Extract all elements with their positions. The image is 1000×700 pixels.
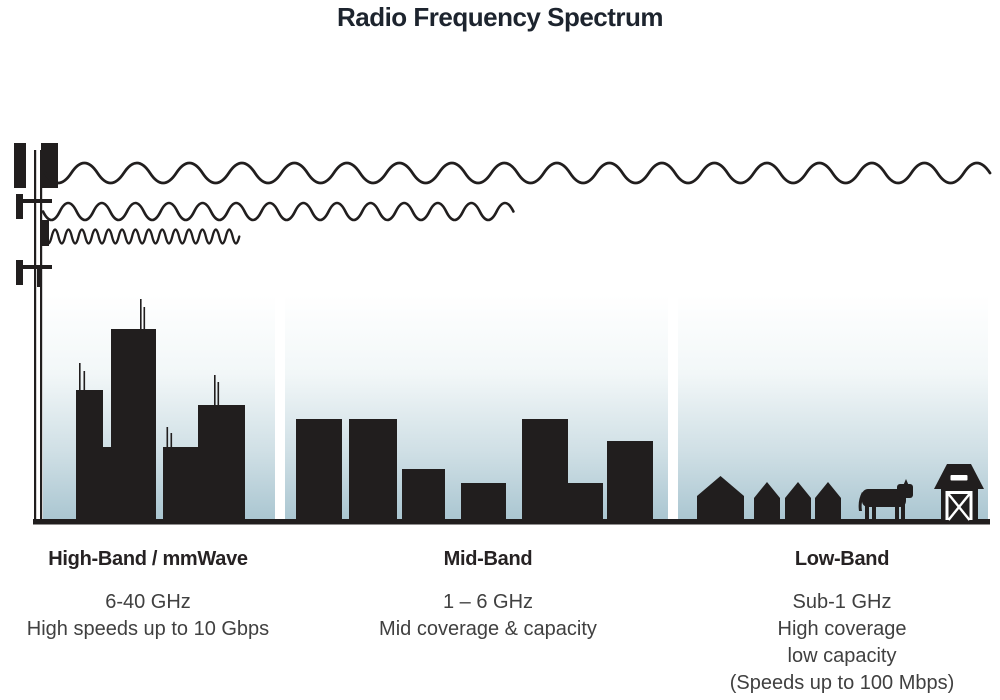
barn-icon [934, 464, 984, 523]
city-skyline-icon [76, 299, 245, 521]
band-description: low capacity [787, 645, 897, 667]
band-heading: High-Band / mmWave [48, 548, 248, 570]
band-description: High coverage [777, 618, 907, 640]
houses-icon [697, 476, 841, 523]
band-frequency-range: 1 – 6 GHz [442, 591, 534, 613]
mid-frequency-medium-wavelength-wave [41, 201, 515, 222]
band-description: Mid coverage & capacity [379, 618, 597, 640]
band-frequency-range: 6-40 GHz [105, 591, 191, 613]
band-heading: Mid-Band [443, 548, 533, 570]
cell-tower-icon [14, 143, 58, 523]
band-heading: Low-Band [794, 548, 890, 570]
band-caption-high: High-Band / mmWave 6-40 GHz High speeds … [16, 548, 280, 643]
ground-line [33, 519, 990, 525]
band-description: High speeds up to 10 Gbps [26, 618, 270, 640]
band-frequency-range: Sub-1 GHz [792, 591, 892, 613]
town-buildings-icon [296, 419, 653, 521]
band-caption-low: Low-Band Sub-1 GHz High coverage low cap… [700, 548, 984, 697]
cow-icon [858, 479, 913, 519]
low-band-sky [678, 295, 988, 520]
mid-band-sky [285, 295, 668, 520]
band-description: (Speeds up to 100 Mbps) [729, 672, 955, 694]
low-frequency-long-wavelength-wave [43, 161, 992, 185]
radio-waves [41, 161, 992, 245]
band-caption-mid: Mid-Band 1 – 6 GHz Mid coverage & capaci… [356, 548, 620, 643]
high-frequency-short-wavelength-wave [43, 228, 241, 245]
page-title: Radio Frequency Spectrum [336, 2, 664, 32]
